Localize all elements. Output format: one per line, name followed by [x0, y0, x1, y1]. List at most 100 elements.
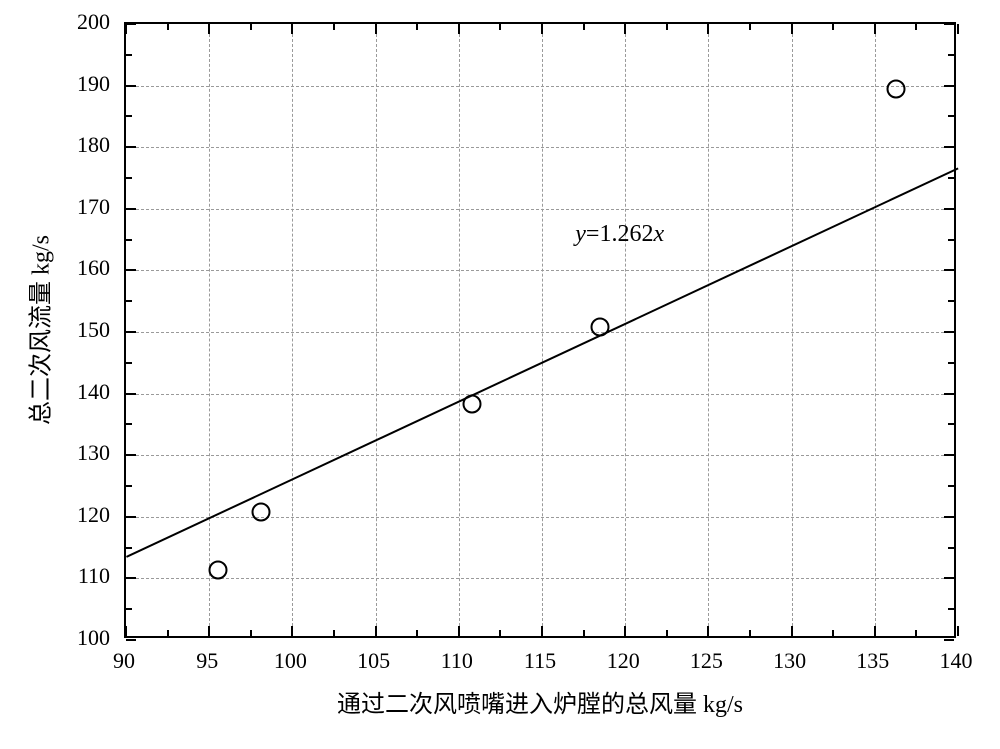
x-minor-tick — [167, 630, 169, 636]
x-tick-label: 130 — [773, 648, 806, 674]
y-minor-tick — [948, 177, 954, 179]
y-tick-label: 130 — [77, 440, 110, 466]
y-tick-label: 150 — [77, 317, 110, 343]
x-minor-tick — [915, 24, 917, 30]
x-minor-tick — [250, 630, 252, 636]
y-minor-tick — [126, 300, 132, 302]
y-minor-tick — [126, 362, 132, 364]
data-point — [463, 395, 482, 414]
x-tick — [957, 626, 959, 636]
y-minor-tick — [126, 115, 132, 117]
grid-line-horizontal — [126, 209, 954, 210]
x-tick — [707, 626, 709, 636]
y-tick — [944, 146, 954, 148]
x-tick — [874, 24, 876, 34]
x-minor-tick — [333, 630, 335, 636]
grid-line-horizontal — [126, 332, 954, 333]
y-tick — [944, 331, 954, 333]
grid-line-vertical — [292, 24, 293, 636]
grid-line-horizontal — [126, 517, 954, 518]
grid-line-horizontal — [126, 147, 954, 148]
y-tick — [944, 23, 954, 25]
y-tick-label: 140 — [77, 379, 110, 405]
y-tick — [126, 454, 136, 456]
x-minor-tick — [333, 24, 335, 30]
grid-line-horizontal — [126, 578, 954, 579]
x-tick-label: 90 — [113, 648, 135, 674]
y-minor-tick — [948, 485, 954, 487]
data-point — [251, 503, 270, 522]
y-tick-label: 200 — [77, 9, 110, 35]
data-point — [208, 561, 227, 580]
grid-line-horizontal — [126, 455, 954, 456]
x-minor-tick — [583, 24, 585, 30]
y-tick — [944, 393, 954, 395]
chart-container: y=1.262x 通过二次风喷嘴进入炉膛的总风量 kg/s 总二次风流量 kg/… — [0, 0, 1000, 749]
y-tick — [126, 516, 136, 518]
y-tick — [126, 146, 136, 148]
y-tick — [126, 331, 136, 333]
y-minor-tick — [948, 608, 954, 610]
grid-line-vertical — [459, 24, 460, 636]
y-tick — [126, 85, 136, 87]
y-tick-label: 190 — [77, 71, 110, 97]
y-tick — [944, 208, 954, 210]
y-tick — [126, 269, 136, 271]
x-minor-tick — [666, 630, 668, 636]
x-tick-label: 115 — [524, 648, 556, 674]
y-minor-tick — [948, 300, 954, 302]
x-tick — [957, 24, 959, 34]
x-minor-tick — [167, 24, 169, 30]
y-tick — [126, 639, 136, 641]
x-minor-tick — [749, 24, 751, 30]
grid-line-vertical — [625, 24, 626, 636]
y-minor-tick — [948, 115, 954, 117]
y-tick — [944, 639, 954, 641]
x-minor-tick — [749, 630, 751, 636]
grid-line-horizontal — [126, 86, 954, 87]
grid-line-vertical — [209, 24, 210, 636]
x-tick — [208, 626, 210, 636]
fit-equation-label: y=1.262x — [575, 221, 664, 248]
x-tick — [624, 626, 626, 636]
x-tick-label: 135 — [856, 648, 889, 674]
x-tick — [874, 626, 876, 636]
x-minor-tick — [416, 630, 418, 636]
plot-area: y=1.262x — [124, 22, 956, 638]
y-minor-tick — [126, 423, 132, 425]
grid-line-vertical — [792, 24, 793, 636]
y-tick-label: 170 — [77, 194, 110, 220]
x-tick-label: 140 — [940, 648, 973, 674]
y-tick-label: 160 — [77, 255, 110, 281]
x-tick — [707, 24, 709, 34]
x-tick — [458, 24, 460, 34]
grid-line-horizontal — [126, 394, 954, 395]
y-tick-label: 100 — [77, 625, 110, 651]
x-tick — [125, 626, 127, 636]
y-minor-tick — [948, 423, 954, 425]
x-minor-tick — [250, 24, 252, 30]
grid-line-vertical — [542, 24, 543, 636]
grid-line-vertical — [875, 24, 876, 636]
y-minor-tick — [948, 362, 954, 364]
x-tick — [791, 626, 793, 636]
y-minor-tick — [948, 547, 954, 549]
x-minor-tick — [666, 24, 668, 30]
x-tick — [458, 626, 460, 636]
y-tick — [126, 577, 136, 579]
x-minor-tick — [499, 24, 501, 30]
y-tick — [126, 23, 136, 25]
y-minor-tick — [948, 239, 954, 241]
x-tick — [125, 24, 127, 34]
y-tick-label: 110 — [78, 563, 110, 589]
y-tick — [944, 516, 954, 518]
x-minor-tick — [583, 630, 585, 636]
y-tick — [126, 208, 136, 210]
y-tick — [944, 85, 954, 87]
x-tick-label: 125 — [690, 648, 723, 674]
data-point — [887, 80, 906, 99]
y-minor-tick — [948, 54, 954, 56]
x-minor-tick — [915, 630, 917, 636]
x-tick — [208, 24, 210, 34]
grid-line-vertical — [708, 24, 709, 636]
